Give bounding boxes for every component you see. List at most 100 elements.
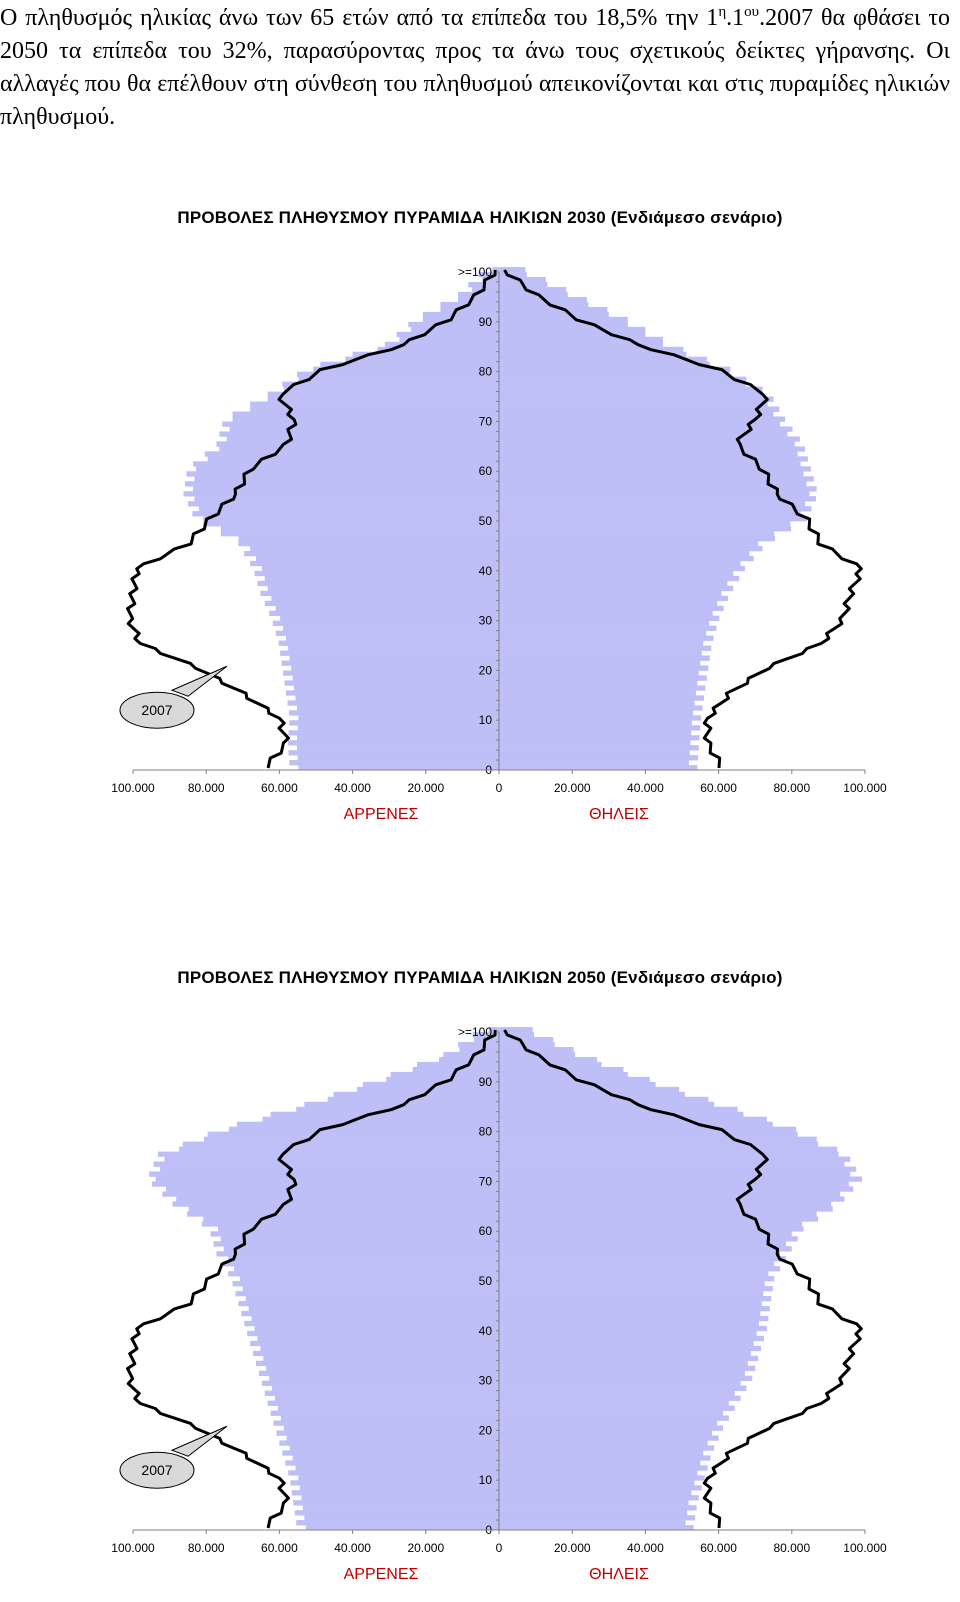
- female-bar-age-91: [499, 311, 609, 318]
- male-bar-age-34: [263, 1355, 499, 1362]
- male-bar-age-99: [472, 1032, 499, 1038]
- female-bar-age-13: [499, 700, 695, 706]
- male-bar-age-36: [267, 585, 499, 592]
- female-bar-age-93: [499, 301, 589, 308]
- female-bar-age-8: [499, 1485, 702, 1491]
- female-bar-age-43: [499, 1310, 761, 1317]
- female-bar-age-9: [499, 720, 692, 726]
- male-bar-age-32: [266, 1365, 499, 1372]
- male-bar-age-73: [250, 401, 499, 407]
- female-bar-age-47: [499, 531, 775, 537]
- male-bar-age-89: [408, 321, 499, 328]
- male-bar-age-67: [219, 431, 499, 437]
- female-axis-label: ΘΗΛΕΙΣ: [589, 806, 649, 823]
- female-bar-age-82: [499, 1116, 767, 1123]
- female-bar-age-20: [499, 1425, 723, 1431]
- female-bar-age-55: [499, 1251, 781, 1257]
- female-bar-age-36: [499, 1345, 762, 1352]
- female-bar-age-36: [499, 585, 734, 592]
- x-tick-label: 100.000: [843, 781, 887, 795]
- female-bar-age-87: [499, 331, 646, 338]
- female-bar-age-54: [499, 496, 816, 502]
- female-bar-age-5: [499, 740, 691, 746]
- female-bar-age-45: [499, 1300, 762, 1307]
- female-bar-age-62: [499, 1216, 819, 1222]
- female-bar-age-65: [499, 1201, 832, 1207]
- male-bar-age-67: [162, 1191, 499, 1197]
- female-bar-age-56: [499, 486, 817, 492]
- female-bar-age-50: [499, 1276, 775, 1282]
- female-bar-age-97: [499, 1042, 555, 1048]
- age-tick-label: 40: [479, 564, 493, 578]
- male-bar-age-93: [417, 1061, 499, 1068]
- age-tick-label: 10: [479, 1473, 493, 1487]
- male-bar-age-40: [254, 1325, 499, 1332]
- male-bar-age-13: [285, 1460, 499, 1466]
- callout-bubble: [119, 691, 195, 729]
- male-bar-age-30: [280, 615, 499, 621]
- male-bar-age-27: [264, 1390, 499, 1396]
- age-tick-label: 20: [479, 1423, 493, 1437]
- female-bar-age-63: [499, 1211, 817, 1217]
- male-bar-age-35: [260, 590, 499, 597]
- male-bar-age-58: [220, 1236, 499, 1242]
- male-bar-age-78: [298, 376, 499, 382]
- age-tick-label: 10: [479, 713, 493, 727]
- male-bar-age-19: [276, 1430, 499, 1436]
- chart-2030-title: ΠΡΟΒΟΛΕΣ ΠΛΗΘΥΣΜΟΥ ΠΥΡΑΜΙΔΑ ΗΛΙΚΙΩΝ 2030…: [177, 208, 783, 227]
- age-tick-label: 20: [479, 663, 493, 677]
- male-bar-age-64: [219, 446, 499, 452]
- female-bar-age-1: [499, 1520, 686, 1526]
- male-bar-age-52: [234, 1266, 500, 1272]
- x-tick-label: 20.000: [407, 1541, 444, 1555]
- male-bar-age-54: [194, 496, 499, 502]
- male-bar-age-1: [289, 760, 499, 766]
- age-tick-label: >=100: [458, 1025, 492, 1039]
- female-bar-age-33: [499, 600, 718, 607]
- female-bar-age-53: [499, 1261, 775, 1267]
- male-bar-age-70: [232, 416, 499, 422]
- male-bar-age-9: [290, 1480, 499, 1486]
- male-2007-line: [126, 269, 497, 769]
- female-bar-age-88: [499, 326, 646, 333]
- male-bar-age-42: [255, 555, 499, 562]
- female-bar-age-26: [499, 635, 714, 641]
- female-bar-age-23: [499, 650, 702, 656]
- female-bar-age-100: [499, 1027, 533, 1033]
- male-bar-age-73: [153, 1161, 499, 1167]
- male-bar-age-46: [245, 1295, 499, 1302]
- male-bar-age-32: [275, 605, 499, 612]
- female-bar-age-58: [499, 476, 814, 482]
- female-bar-age-87: [499, 1091, 685, 1098]
- male-bar-age-55: [216, 1251, 499, 1257]
- male-bar-age-47: [220, 531, 499, 537]
- male-bar-age-45: [238, 1300, 499, 1307]
- female-bar-age-76: [499, 1146, 838, 1152]
- male-bar-age-14: [295, 695, 499, 701]
- male-bar-age-66: [176, 1196, 500, 1202]
- male-bar-age-2: [304, 1515, 499, 1521]
- x-tick-label: 20.000: [554, 1541, 591, 1555]
- male-bar-age-86: [399, 336, 499, 343]
- female-bar-age-38: [499, 575, 740, 582]
- male-bar-age-29: [272, 620, 499, 626]
- male-bar-age-6: [296, 735, 499, 741]
- female-bar-age-50: [499, 516, 808, 522]
- age-tick-label: 70: [479, 414, 493, 428]
- male-bar-age-9: [289, 720, 499, 726]
- female-bar-age-42: [499, 555, 754, 562]
- male-bar-age-28: [272, 1385, 499, 1391]
- female-bar-age-99: [499, 1032, 535, 1038]
- female-bar-age-15: [499, 1450, 704, 1456]
- male-bar-age-40: [261, 565, 499, 572]
- female-bar-age-24: [499, 645, 712, 651]
- male-bar-age-94: [438, 1056, 499, 1063]
- female-bar-age-38: [499, 1335, 764, 1342]
- male-bar-age-79: [207, 1131, 499, 1137]
- female-bar-age-35: [499, 1350, 751, 1357]
- female-bar-age-75: [499, 391, 762, 397]
- male-bar-age-24: [288, 645, 499, 651]
- male-bar-age-46: [238, 535, 499, 542]
- male-bar-age-35: [253, 1350, 499, 1357]
- male-bar-age-66: [226, 436, 500, 442]
